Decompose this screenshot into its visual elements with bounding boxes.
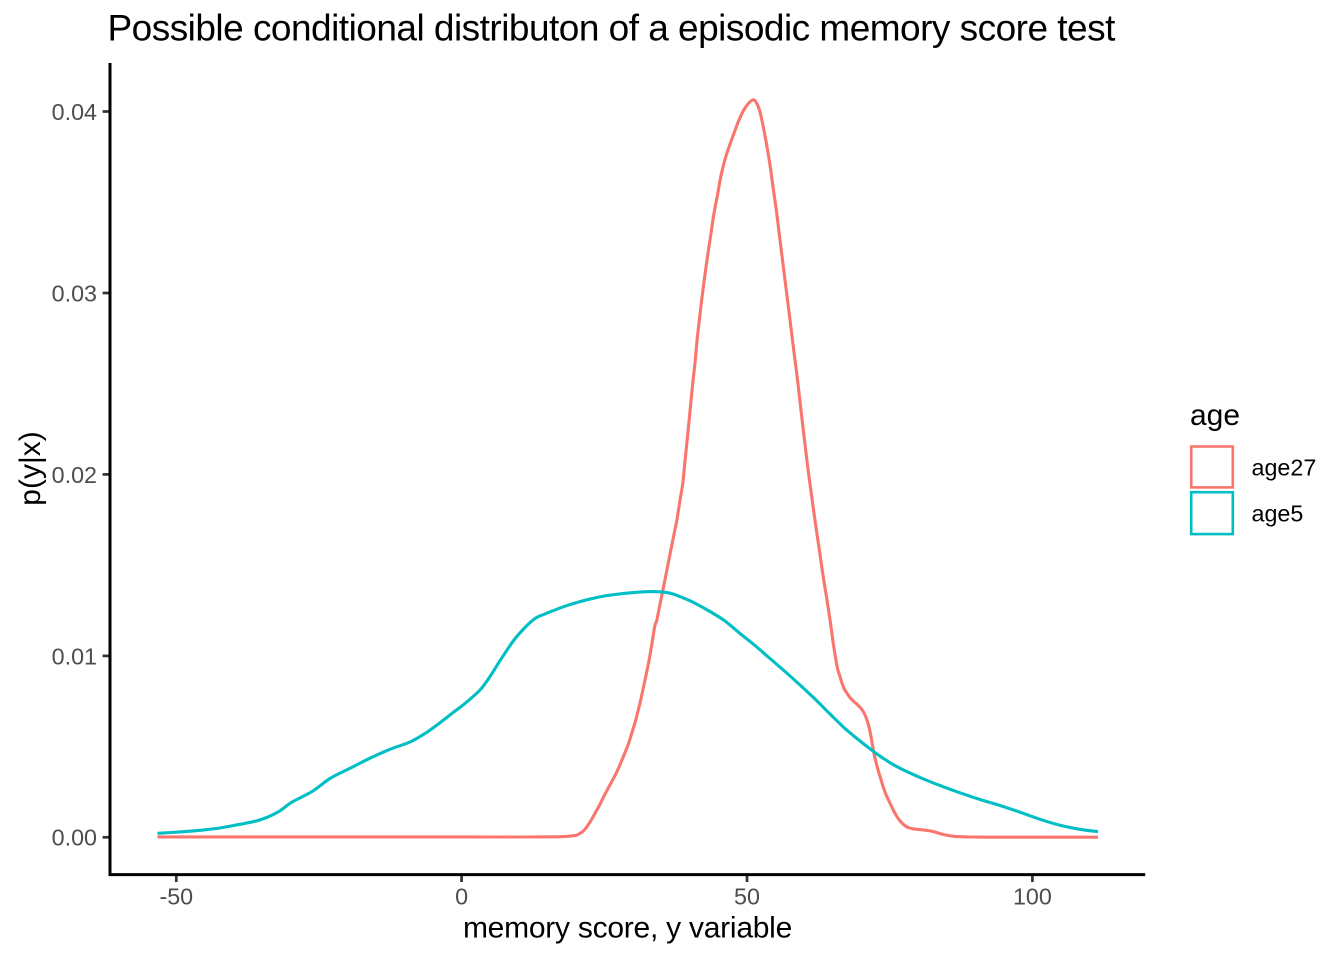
svg-text:0.00: 0.00 [52,825,97,851]
svg-text:Possible conditional distribut: Possible conditional distributon of a ep… [108,8,1117,49]
svg-text:age: age [1190,399,1240,432]
svg-text:0: 0 [455,883,468,909]
svg-text:-50: -50 [159,883,193,909]
svg-text:100: 100 [1013,883,1052,909]
svg-text:0.04: 0.04 [52,99,97,125]
svg-text:age5: age5 [1252,501,1304,527]
svg-text:50: 50 [734,883,760,909]
svg-text:p(y|x): p(y|x) [14,431,47,505]
svg-text:memory score, y variable: memory score, y variable [463,912,792,945]
svg-text:0.01: 0.01 [52,643,97,669]
svg-text:0.02: 0.02 [52,462,97,488]
svg-text:age27: age27 [1252,455,1317,481]
svg-text:0.03: 0.03 [52,280,97,306]
